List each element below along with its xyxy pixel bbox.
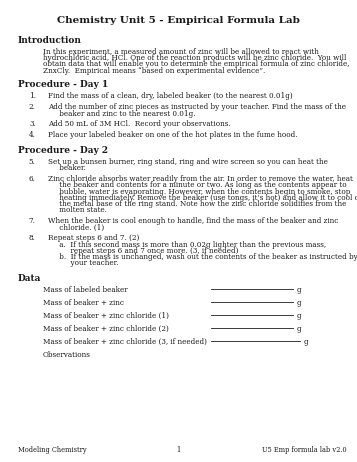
Text: g: g xyxy=(296,325,301,333)
Text: 7.: 7. xyxy=(29,217,36,225)
Text: 4.: 4. xyxy=(29,131,36,139)
Text: hydrochloric acid, HCl. One of the reaction products will be zinc chloride.  You: hydrochloric acid, HCl. One of the react… xyxy=(43,54,346,62)
Text: Mass of labeled beaker: Mass of labeled beaker xyxy=(43,286,127,294)
Text: ZnxCly.  Empirical means “based on experimental evidence”.: ZnxCly. Empirical means “based on experi… xyxy=(43,67,265,74)
Text: 5.: 5. xyxy=(29,158,36,166)
Text: Modeling Chemistry: Modeling Chemistry xyxy=(18,446,86,454)
Text: Introduction: Introduction xyxy=(18,36,82,44)
Text: 1.: 1. xyxy=(29,92,36,100)
Text: Mass of beaker + zinc chloride (2): Mass of beaker + zinc chloride (2) xyxy=(43,325,169,333)
Text: Procedure - Day 2: Procedure - Day 2 xyxy=(18,146,108,155)
Text: b.  If the mass is unchanged, wash out the contents of the beaker as instructed : b. If the mass is unchanged, wash out th… xyxy=(48,253,357,261)
Text: obtain data that will enable you to determine the empirical formula of zinc chlo: obtain data that will enable you to dete… xyxy=(43,61,350,68)
Text: 2.: 2. xyxy=(29,103,36,111)
Text: the metal base of the ring stand. Note how the zinc chloride solidifies from the: the metal base of the ring stand. Note h… xyxy=(48,200,347,208)
Text: Mass of beaker + zinc: Mass of beaker + zinc xyxy=(43,299,124,307)
Text: When the beaker is cool enough to handle, find the mass of the beaker and zinc: When the beaker is cool enough to handle… xyxy=(48,217,338,225)
Text: Add 50 mL of 3M HCl.  Record your observations.: Add 50 mL of 3M HCl. Record your observa… xyxy=(48,121,231,128)
Text: g: g xyxy=(296,312,301,320)
Text: Procedure - Day 1: Procedure - Day 1 xyxy=(18,80,108,89)
Text: In this experiment, a measured amount of zinc will be allowed to react with: In this experiment, a measured amount of… xyxy=(43,48,319,56)
Text: a.  If this second mass is more than 0.02g lighter than the previous mass,: a. If this second mass is more than 0.02… xyxy=(48,241,326,249)
Text: Place your labeled beaker on one of the hot plates in the fume hood.: Place your labeled beaker on one of the … xyxy=(48,131,298,139)
Text: chloride. (1): chloride. (1) xyxy=(48,224,105,231)
Text: 8.: 8. xyxy=(29,234,36,242)
Text: heating immediately. Remove the beaker (use tongs, it’s hot) and allow it to coo: heating immediately. Remove the beaker (… xyxy=(48,194,357,202)
Text: Find the mass of a clean, dry, labeled beaker (to the nearest 0.01g): Find the mass of a clean, dry, labeled b… xyxy=(48,92,293,100)
Text: 6.: 6. xyxy=(29,175,36,183)
Text: beaker and zinc to the nearest 0.01g.: beaker and zinc to the nearest 0.01g. xyxy=(48,109,196,117)
Text: the beaker and contents for a minute or two. As long as the contents appear to: the beaker and contents for a minute or … xyxy=(48,182,347,189)
Text: U5 Emp formula lab v2.0: U5 Emp formula lab v2.0 xyxy=(262,446,346,454)
Text: 3.: 3. xyxy=(29,121,36,128)
Text: Repeat steps 6 and 7. (2): Repeat steps 6 and 7. (2) xyxy=(48,234,140,242)
Text: molten state.: molten state. xyxy=(48,207,107,214)
Text: g: g xyxy=(296,286,301,294)
Text: Zinc chloride absorbs water readily from the air. In order to remove the water, : Zinc chloride absorbs water readily from… xyxy=(48,175,353,183)
Text: Data: Data xyxy=(18,274,41,283)
Text: Set up a bunsen burner, ring stand, ring and wire screen so you can heat the: Set up a bunsen burner, ring stand, ring… xyxy=(48,158,328,166)
Text: Mass of beaker + zinc chloride (1): Mass of beaker + zinc chloride (1) xyxy=(43,312,169,320)
Text: Mass of beaker + zinc chloride (3, if needed): Mass of beaker + zinc chloride (3, if ne… xyxy=(43,338,207,346)
Text: Observations: Observations xyxy=(43,351,91,359)
Text: your teacher.: your teacher. xyxy=(48,259,119,267)
Text: 1: 1 xyxy=(176,446,181,454)
Text: Chemistry Unit 5 - Empirical Formula Lab: Chemistry Unit 5 - Empirical Formula Lab xyxy=(57,16,300,25)
Text: Add the number of zinc pieces as instructed by your teacher. Find the mass of th: Add the number of zinc pieces as instruc… xyxy=(48,103,346,111)
Text: g: g xyxy=(303,338,308,346)
Text: bubble, water is evaporating. However, when the contents begin to smoke, stop: bubble, water is evaporating. However, w… xyxy=(48,188,351,195)
Text: g: g xyxy=(296,299,301,307)
Text: beaker.: beaker. xyxy=(48,164,86,172)
Text: repeat steps 6 and 7 once more. (3, if needed): repeat steps 6 and 7 once more. (3, if n… xyxy=(48,247,239,255)
